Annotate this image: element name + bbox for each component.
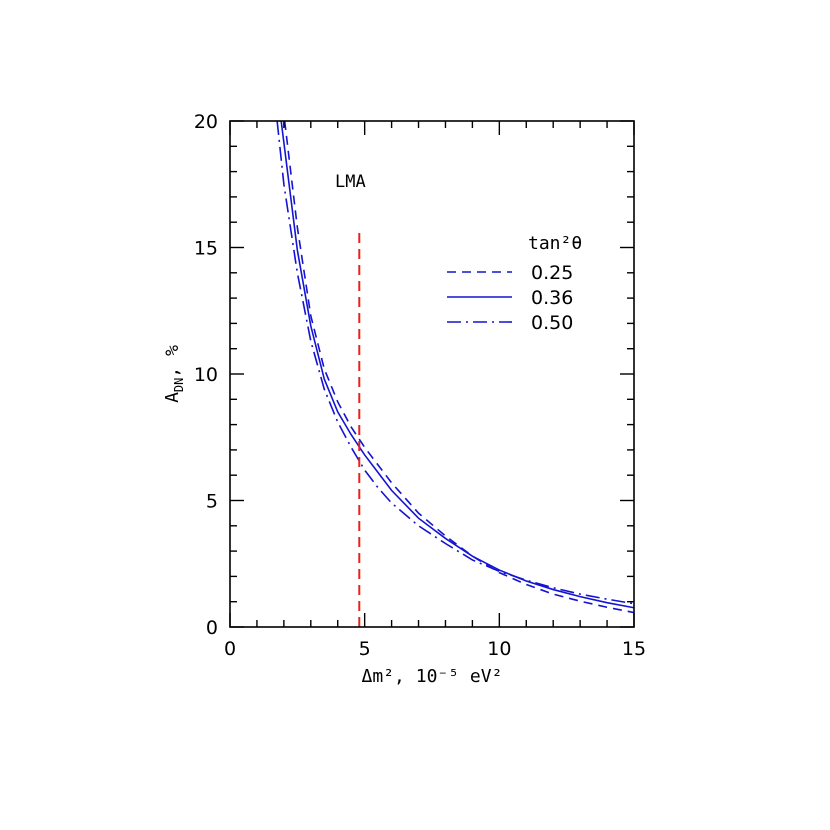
series-line-0.36 <box>280 120 635 609</box>
x-tick-label: 10 <box>487 638 511 660</box>
y-axis-title-suffix: , % <box>162 345 183 378</box>
y-axis-title: ADN, % <box>162 345 186 403</box>
y-tick-label: 20 <box>194 111 218 133</box>
series-curves <box>276 120 635 614</box>
x-axis-title: Δm², 10⁻⁵ eV² <box>362 666 503 687</box>
y-tick-label: 0 <box>206 617 218 639</box>
lma-annotation: LMA <box>335 172 366 192</box>
x-tick-label: 15 <box>622 638 646 660</box>
legend: tan²θ 0.25 0.36 0.50 <box>447 233 582 334</box>
x-tick-label: 5 <box>359 638 371 660</box>
legend-items: 0.25 0.36 0.50 <box>447 262 573 334</box>
tick-labels: 0 5 10 15 0 5 10 15 20 <box>194 111 646 660</box>
x-tick-label: 0 <box>224 638 236 660</box>
series-line-0.50 <box>276 120 635 605</box>
y-axis-title-main: A <box>162 392 183 403</box>
axis-ticks <box>229 120 635 628</box>
y-tick-label: 15 <box>194 238 218 260</box>
legend-label-0.50: 0.50 <box>531 312 573 334</box>
y-tick-label: 10 <box>194 364 218 386</box>
series-line-0.25 <box>283 120 635 614</box>
legend-title: tan²θ <box>528 233 582 254</box>
y-axis-title-subscript: DN <box>172 378 186 392</box>
y-tick-label: 5 <box>206 491 218 513</box>
legend-label-0.36: 0.36 <box>531 287 573 309</box>
legend-label-0.25: 0.25 <box>531 262 573 284</box>
